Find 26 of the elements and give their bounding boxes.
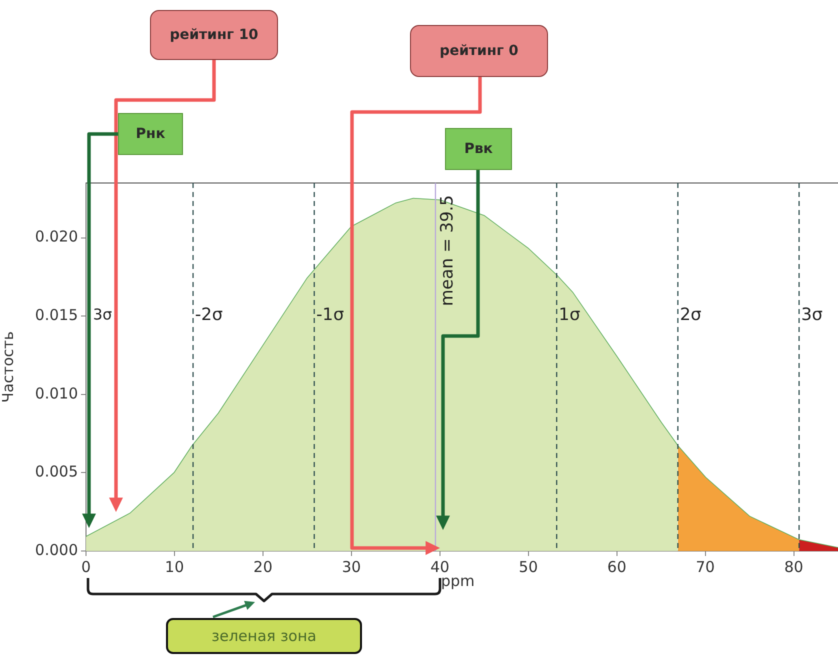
x-tick-label: 50: [518, 558, 538, 576]
ref-line-label: 1σ: [558, 304, 580, 325]
x-tick-label: 60: [607, 558, 626, 576]
y-tick-label: 0.005: [35, 462, 78, 481]
x-tick-label: 0: [81, 558, 91, 576]
ref-line-label: 3σ: [801, 304, 823, 325]
annotation: 3σ: [93, 305, 113, 324]
callout-box: рейтинг 10: [150, 10, 278, 60]
y-tick-label: 0.000: [35, 540, 78, 559]
y-tick-label: 0.020: [35, 228, 78, 246]
y-tick-label: 0.015: [35, 306, 78, 324]
y-axis-title: Частость: [0, 331, 17, 403]
callout-box: зеленая зона: [166, 618, 362, 654]
x-tick-label: 70: [696, 558, 715, 576]
y-tick-label: 0.010: [35, 384, 78, 402]
ref-line-label: -1σ: [316, 304, 344, 325]
x-tick-label: 20: [253, 558, 272, 576]
callout-box: рейтинг 0: [410, 25, 548, 77]
x-tick-label: 80: [784, 558, 804, 576]
callout-box: Рвк: [445, 128, 512, 170]
callout-box: Рнк: [118, 113, 183, 155]
ref-line-label: mean = 39.5: [437, 195, 458, 306]
x-tick-label: 30: [342, 558, 361, 576]
ref-line-label: -2σ: [195, 304, 223, 325]
ref-line-label: 2σ: [680, 304, 702, 325]
x-tick-label: 10: [164, 558, 184, 576]
